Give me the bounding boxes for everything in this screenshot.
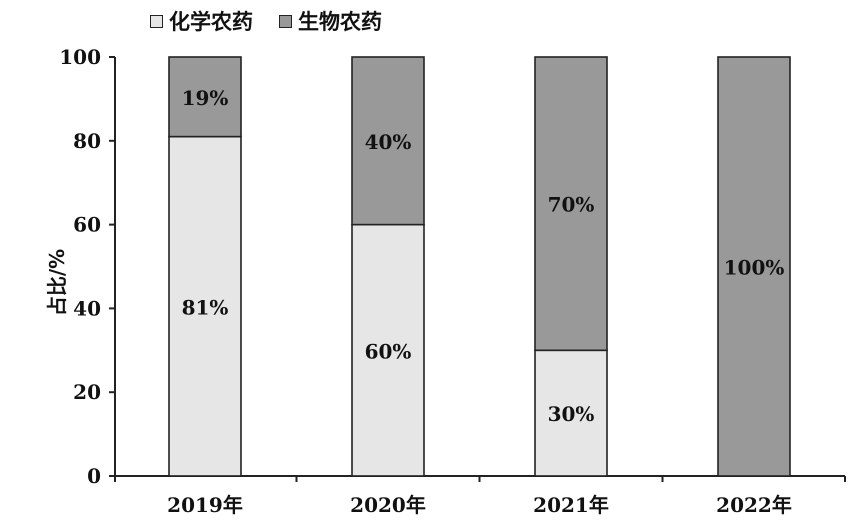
legend-swatch-biological bbox=[279, 14, 292, 28]
y-tick-label: 40 bbox=[73, 296, 101, 320]
bar-segment-biological bbox=[168, 56, 242, 138]
bar-segment-biological bbox=[717, 56, 791, 477]
data-label: 40% bbox=[365, 130, 412, 154]
data-label: 100% bbox=[724, 256, 785, 280]
legend-label-biological: 生物农药 bbox=[298, 10, 382, 34]
y-tick-label: 100 bbox=[59, 45, 101, 69]
legend-label-chemical: 化学农药 bbox=[169, 10, 253, 34]
y-tick-label: 0 bbox=[87, 464, 101, 488]
legend-item-chemical: 化学农药 bbox=[150, 6, 253, 36]
y-tick-label: 80 bbox=[73, 129, 101, 153]
x-tick-label: 2022年 bbox=[716, 493, 792, 517]
data-label: 60% bbox=[365, 339, 412, 363]
data-label: 70% bbox=[548, 193, 595, 217]
bar-segment-biological bbox=[534, 56, 608, 352]
y-tick-label: 60 bbox=[73, 213, 101, 237]
x-tick-label: 2020年 bbox=[350, 493, 426, 517]
x-tick-label: 2019年 bbox=[167, 493, 243, 517]
y-tick-label: 20 bbox=[73, 380, 101, 404]
data-label: 30% bbox=[548, 402, 595, 426]
data-label: 19% bbox=[182, 86, 229, 110]
bar-segment-chemical bbox=[351, 223, 425, 477]
legend-swatch-chemical bbox=[150, 14, 163, 28]
bar-segment-chemical bbox=[534, 349, 608, 477]
chart-legend: 化学农药 生物农药 bbox=[150, 6, 382, 36]
legend-item-biological: 生物农药 bbox=[279, 6, 382, 36]
bar-segment-biological bbox=[351, 56, 425, 226]
x-tick-label: 2021年 bbox=[533, 493, 609, 517]
data-label: 81% bbox=[182, 295, 229, 319]
